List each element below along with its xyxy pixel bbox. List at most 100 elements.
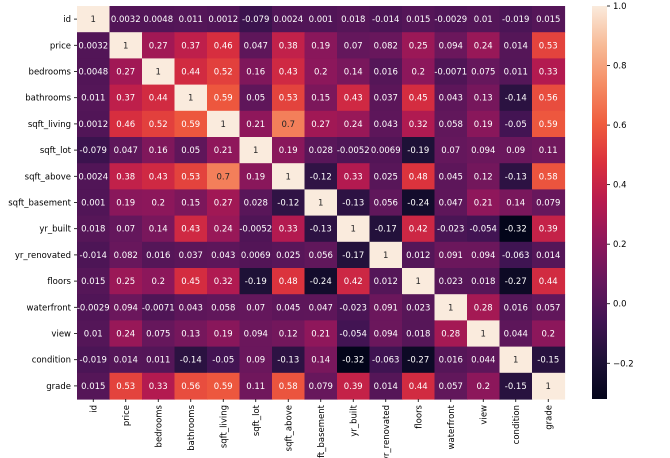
cell-value-label: 0.7 <box>281 120 295 130</box>
x-tick-label: grade <box>544 405 554 430</box>
heatmap-cell <box>402 32 436 59</box>
cell-value-label: 0.011 <box>504 68 528 78</box>
cell-value-label: 0.43 <box>181 225 200 235</box>
colorbar-tick-label: −0.2 <box>613 359 634 369</box>
heatmap-cell <box>174 268 208 295</box>
heatmap-cell <box>369 294 403 321</box>
cell-value-label: 0.44 <box>181 68 200 78</box>
heatmap-cell <box>532 294 566 321</box>
cell-value-label: -0.054 <box>470 225 497 235</box>
heatmap-cell <box>207 163 241 190</box>
cell-value-label: 0.058 <box>439 120 463 130</box>
y-tick-label: price <box>50 41 71 51</box>
heatmap-cell <box>337 110 371 138</box>
heatmap-cell <box>77 241 111 269</box>
heatmap-cell <box>77 84 111 112</box>
cell-value-label: -0.19 <box>407 146 429 156</box>
heatmap-cell <box>434 6 468 33</box>
cell-value-label: 0.12 <box>279 330 298 340</box>
heatmap-cell <box>109 58 143 86</box>
heatmap-cell <box>402 163 436 190</box>
x-tick-label: price <box>122 405 132 426</box>
cell-value-label: 1 <box>253 146 258 156</box>
heatmap-cell <box>142 346 176 374</box>
cell-value-label: 0.32 <box>409 120 428 130</box>
heatmap-cell <box>467 241 501 269</box>
heatmap-cell <box>142 320 176 348</box>
y-tick-label: id <box>63 15 71 25</box>
cell-value-label: 0.094 <box>244 330 268 340</box>
heatmap-cell <box>207 58 241 86</box>
heatmap-cell <box>532 320 566 348</box>
cell-value-label: 1 <box>286 172 291 182</box>
cell-value-label: 0.015 <box>406 15 430 25</box>
heatmap-cell <box>434 137 468 164</box>
cell-value-label: 0.48 <box>279 277 298 287</box>
cell-value-label: 0.075 <box>146 330 170 340</box>
cell-value-label: 0.19 <box>474 120 493 130</box>
heatmap-cell <box>142 137 176 164</box>
cell-value-label: 0.079 <box>309 382 333 392</box>
cell-value-label: 0.52 <box>214 68 233 78</box>
cell-value-label: 0.07 <box>344 41 363 51</box>
heatmap-cell <box>499 6 533 33</box>
heatmap-cell <box>174 346 208 374</box>
heatmap-cell <box>174 294 208 321</box>
heatmap-cell <box>109 215 143 243</box>
cell-value-label: 0.2 <box>411 68 425 78</box>
heatmap-cell <box>499 32 533 59</box>
cell-value-label: 0.19 <box>214 330 233 340</box>
cell-value-label: 0.33 <box>344 172 363 182</box>
heatmap-cell <box>369 58 403 86</box>
cell-value-label: 0.047 <box>244 41 268 51</box>
heatmap-cell <box>369 241 403 269</box>
heatmap-cell <box>304 241 338 269</box>
cell-value-label: 0.056 <box>374 199 398 209</box>
y-tick-label: view <box>51 330 71 340</box>
heatmap-cell <box>434 58 468 86</box>
cell-value-label: 0.057 <box>439 382 463 392</box>
cell-value-label: -0.079 <box>80 146 107 156</box>
cell-value-label: 0.015 <box>81 382 105 392</box>
heatmap-cell <box>402 294 436 321</box>
cell-value-label: 0.0032 <box>111 15 141 25</box>
cell-value-label: -0.15 <box>537 356 559 366</box>
cell-value-label: 0.33 <box>279 225 298 235</box>
heatmap-cell <box>434 268 468 295</box>
cell-value-label: 0.12 <box>474 172 493 182</box>
heatmap-cell <box>207 346 241 374</box>
cell-value-label: 0.09 <box>506 146 525 156</box>
heatmap-cell <box>109 346 143 374</box>
heatmap-cell <box>207 241 241 269</box>
cell-value-label: 0.14 <box>149 225 168 235</box>
cell-value-label: 1 <box>188 94 193 104</box>
heatmap-cell <box>337 346 371 374</box>
heatmap-cell <box>272 346 306 374</box>
cell-value-label: -0.15 <box>505 382 527 392</box>
heatmap-cell <box>369 215 403 243</box>
heatmap-cell <box>272 294 306 321</box>
heatmap-cell <box>207 110 241 138</box>
cell-value-label: 0.39 <box>539 225 558 235</box>
heatmap-cell <box>272 372 306 400</box>
cell-value-label: 0.59 <box>214 94 233 104</box>
heatmap-cell <box>77 294 111 321</box>
heatmap-cell <box>239 215 273 243</box>
heatmap-cell <box>434 294 468 321</box>
y-tick-label: bedrooms <box>29 68 72 78</box>
x-tick-label: yr_built <box>349 404 359 436</box>
colorbar-tick-label: 0.0 <box>613 300 627 310</box>
cell-value-label: 0.2 <box>314 68 328 78</box>
heatmap-cell <box>337 320 371 348</box>
y-tick-label: grade <box>46 382 71 392</box>
heatmap-cell <box>467 84 501 112</box>
cell-value-label: 0.48 <box>409 172 428 182</box>
heatmap-cell <box>369 268 403 295</box>
heatmap-cell <box>207 84 241 112</box>
heatmap-cell <box>239 241 273 269</box>
cell-value-label: 0.0024 <box>78 172 108 182</box>
heatmap-cell <box>402 268 436 295</box>
x-tick-label: bedrooms <box>154 404 164 447</box>
cell-value-label: 0.38 <box>279 41 298 51</box>
cell-value-label: -0.0071 <box>142 303 175 313</box>
